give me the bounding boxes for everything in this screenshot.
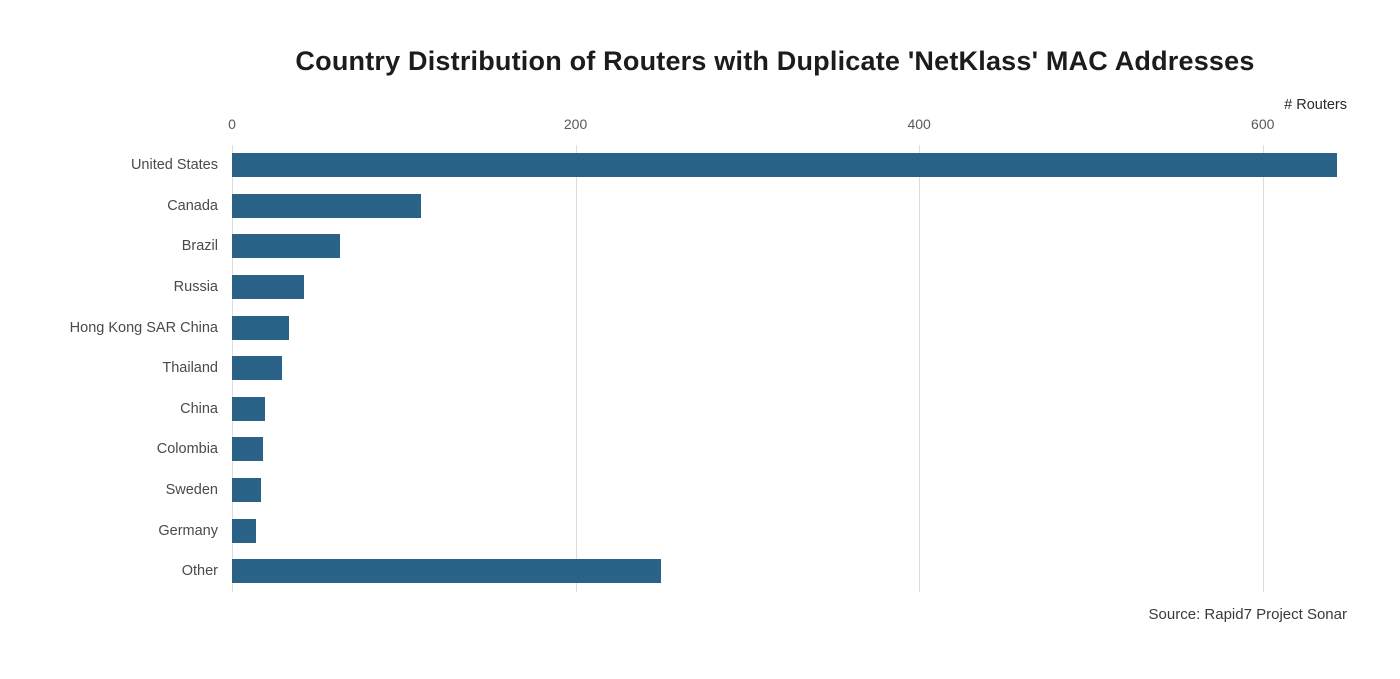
bar-track — [232, 315, 1395, 340]
bar-track — [232, 153, 1395, 178]
x-tick-label: 0 — [228, 116, 236, 132]
bar — [232, 559, 662, 584]
bar-track — [232, 518, 1395, 543]
category-label: Sweden — [165, 482, 218, 499]
x-tick-label: 600 — [1251, 116, 1275, 132]
bar-row: Russia — [0, 267, 1400, 308]
category-label: Canada — [167, 197, 218, 214]
x-tick-label: 400 — [907, 116, 931, 132]
bar — [232, 153, 1337, 178]
category-label: Germany — [158, 522, 218, 539]
bar-row: Canada — [0, 186, 1400, 227]
gridline — [919, 145, 921, 592]
bar-track — [232, 275, 1395, 300]
category-label: Colombia — [156, 441, 218, 458]
gridline — [575, 145, 577, 592]
bar-track — [232, 193, 1395, 218]
bar-track — [232, 559, 1395, 584]
bar — [232, 275, 305, 300]
source-credit: Source: Rapid7 Project Sonar — [1148, 606, 1347, 623]
x-tick-label: 200 — [563, 116, 588, 132]
bar-rows: United States Canada Brazil Russia Hong Kong… — [0, 145, 1400, 592]
bar — [232, 396, 265, 421]
x-axis-title: # Routers — [1284, 97, 1347, 113]
bar — [232, 356, 282, 381]
x-axis-ticks: 0 200 400 600 — [228, 116, 1395, 136]
category-label: Hong Kong SAR China — [69, 319, 218, 336]
bar-row: Other — [0, 551, 1400, 592]
bar-track — [232, 234, 1395, 259]
chart-title: Country Distribution of Routers with Dup… — [295, 46, 1255, 76]
bar-row: Thailand — [0, 348, 1400, 389]
bar-track — [232, 396, 1395, 421]
bar-row: United States — [0, 145, 1400, 186]
bar — [232, 234, 341, 259]
bar-row: China — [0, 389, 1400, 430]
bar-track — [232, 437, 1395, 462]
bar-track — [232, 478, 1395, 503]
bar-row: Hong Kong SAR China — [0, 307, 1400, 348]
bar-row: Colombia — [0, 429, 1400, 470]
category-label: Other — [181, 563, 218, 580]
bar-track — [232, 356, 1395, 381]
bar — [232, 193, 421, 218]
bar-row: Sweden — [0, 470, 1400, 511]
category-label: United States — [130, 157, 218, 174]
category-label: Russia — [173, 279, 218, 296]
category-label: Brazil — [181, 238, 218, 255]
category-label: Thailand — [162, 360, 218, 377]
bar-row: Brazil — [0, 226, 1400, 267]
bar — [232, 478, 262, 503]
bar — [232, 518, 257, 543]
bar — [232, 437, 263, 462]
bar-row: Germany — [0, 510, 1400, 551]
bar — [232, 315, 289, 340]
gridline — [1262, 145, 1264, 592]
category-label: China — [180, 400, 218, 417]
